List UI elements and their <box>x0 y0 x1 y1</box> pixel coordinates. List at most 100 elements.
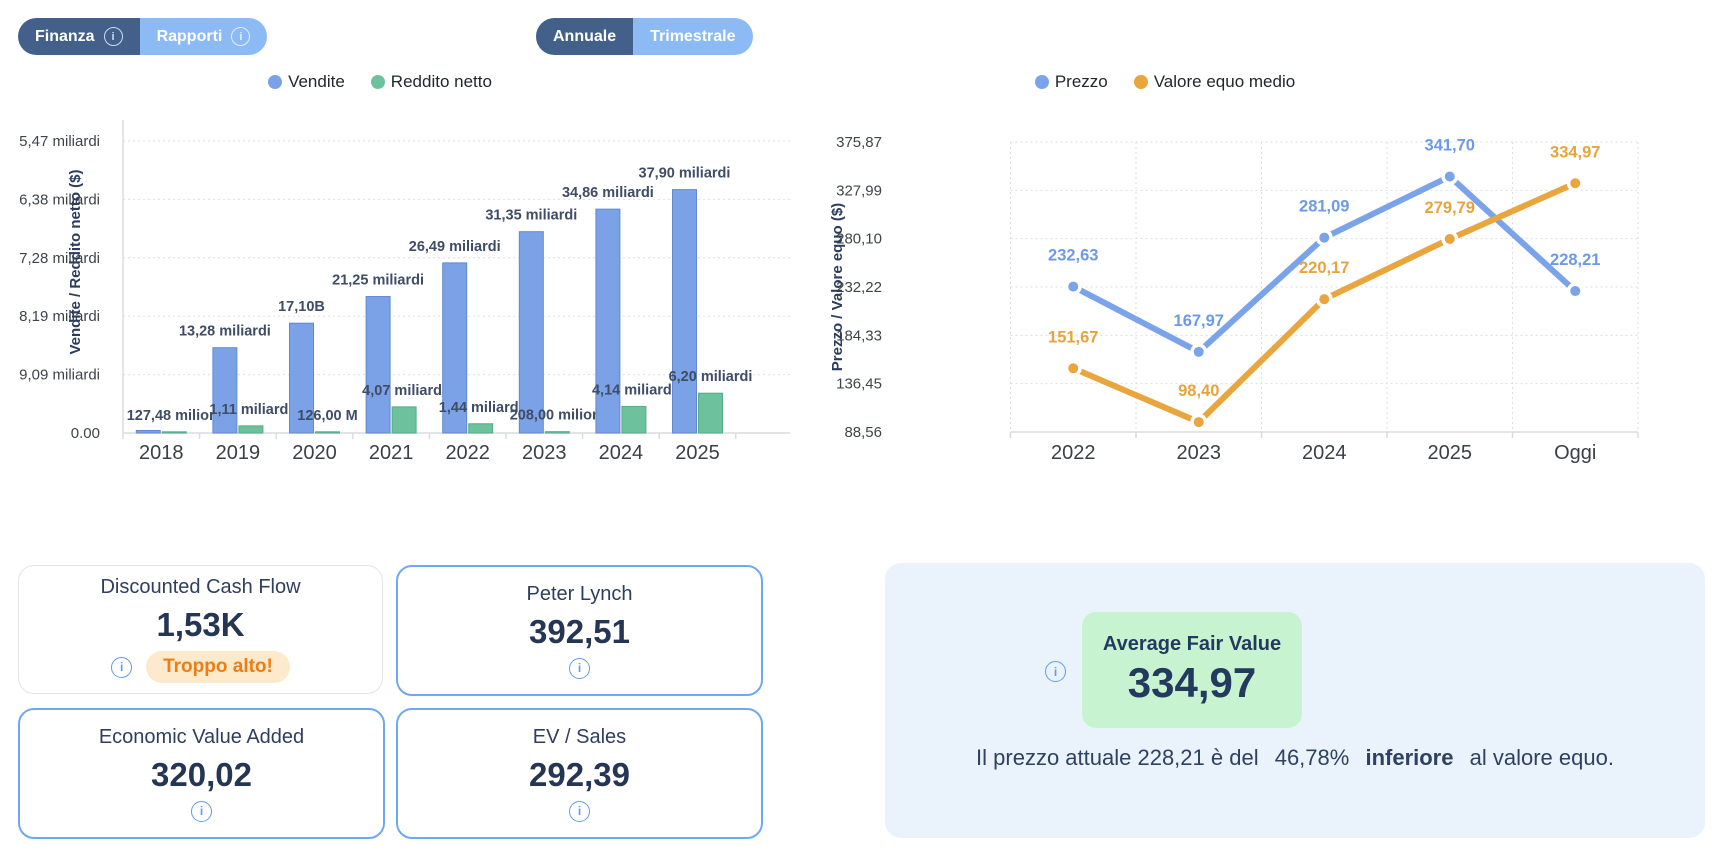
line-chart-legend: Prezzo Valore equo medio <box>820 72 1510 92</box>
legend-item-reddito-netto[interactable]: Reddito netto <box>370 72 492 92</box>
toggle-trimestrale[interactable]: Trimestrale <box>633 18 753 55</box>
card-value: 320,02 <box>151 755 252 793</box>
tab-rapporti[interactable]: Rapporti <box>139 18 268 55</box>
x-tick-label: 2025 <box>675 442 720 464</box>
legend-item-prezzo[interactable]: Prezzo <box>1034 72 1108 92</box>
vendite-value-label: 26,49 miliardi <box>409 239 501 255</box>
prezzo-point-2023[interactable] <box>1193 346 1204 357</box>
vendite-value-label: 37,90 miliardi <box>639 166 731 182</box>
y-tick-label: 232,22 <box>836 279 882 296</box>
y-tick-label: 280,10 <box>836 231 882 248</box>
bar-vendite-2025[interactable] <box>672 189 697 434</box>
prezzo-point-2024[interactable] <box>1319 232 1330 243</box>
info-icon[interactable] <box>569 800 590 822</box>
bar-reddito-2021[interactable] <box>391 406 417 434</box>
tab-rapporti-label: Rapporti <box>156 27 223 45</box>
valore-equo-value-label: 220,17 <box>1299 259 1349 277</box>
info-icon[interactable] <box>111 656 133 678</box>
fair-value-summary-sentence: Il prezzo attuale 228,21 è del 46,78% in… <box>885 745 1705 771</box>
average-fair-value-panel: Average Fair Value 334,97 Il prezzo attu… <box>885 563 1705 838</box>
bar-vendite-2024[interactable] <box>595 208 621 434</box>
prezzo-value-label: 341,70 <box>1425 136 1475 154</box>
reddito-value-label: 1,44 miliardi <box>439 400 523 416</box>
y-tick-label: 375,87 <box>836 134 882 151</box>
tab-finanza-label: Finanza <box>35 27 95 45</box>
legend-item-vendite[interactable]: Vendite <box>268 72 345 92</box>
card-title: Discounted Cash Flow <box>100 576 301 598</box>
prezzo-value-label: 228,21 <box>1550 251 1600 269</box>
info-icon[interactable] <box>191 800 212 822</box>
bar-reddito-2023[interactable] <box>544 431 570 434</box>
info-icon[interactable] <box>103 27 123 46</box>
period-toggle: Annuale Trimestrale <box>536 18 753 55</box>
y-tick-label: 184,33 <box>836 327 882 344</box>
x-tick-label: 2018 <box>139 442 184 464</box>
average-fair-value-box: Average Fair Value 334,97 <box>1082 612 1302 728</box>
x-tick-label: 2025 <box>1428 442 1473 464</box>
legend-valore-equo-label: Valore equo medio <box>1153 72 1296 91</box>
valore-equo-point-2023[interactable] <box>1193 417 1204 428</box>
card-title: EV / Sales <box>532 725 627 748</box>
card-value: 392,51 <box>529 612 630 650</box>
sentence-emphasis: inferiore <box>1365 745 1454 770</box>
prezzo-point-Oggi[interactable] <box>1570 286 1581 297</box>
x-tick-label: 2023 <box>1177 442 1222 464</box>
y-tick-label: 88,56 <box>844 424 882 441</box>
valore-equo-point-2022[interactable] <box>1068 363 1079 374</box>
valore-equo-value-label: 334,97 <box>1550 143 1600 161</box>
legend-vendite-label: Vendite <box>288 72 345 91</box>
bar-chart-legend: Vendite Reddito netto <box>0 72 760 92</box>
sentence-before: Il prezzo attuale 228,21 è del <box>976 745 1259 770</box>
valore-equo-point-2025[interactable] <box>1444 233 1455 244</box>
bar-vendite-2023[interactable] <box>518 231 544 434</box>
x-tick-label: 2024 <box>599 442 644 464</box>
info-icon[interactable] <box>569 657 590 679</box>
y-axis-title: Prezzo / Valore equo ($) <box>829 203 846 371</box>
valore-equo-point-Oggi[interactable] <box>1570 178 1581 189</box>
fair-value-box-title: Average Fair Value <box>1102 633 1282 655</box>
valore-equo-legend-dot-icon <box>1133 75 1148 89</box>
y-tick-label: 8,19 miliardi <box>19 308 100 325</box>
prezzo-value-label: 281,09 <box>1299 198 1349 216</box>
tab-finanza[interactable]: Finanza <box>18 18 140 55</box>
y-tick-label: 6,38 miliardi <box>19 191 100 208</box>
bar-vendite-2021[interactable] <box>365 296 391 434</box>
prezzo-point-2022[interactable] <box>1068 281 1079 292</box>
reddito-legend-dot-icon <box>370 75 385 89</box>
sentence-percent: 46,78% <box>1274 745 1350 770</box>
bar-reddito-2025[interactable] <box>698 392 723 434</box>
y-axis-title: Vendite / Reddito netto ($) <box>67 169 84 354</box>
reddito-value-label: 4,07 miliardi <box>362 383 446 399</box>
reddito-value-label: 6,20 miliardi <box>669 369 753 385</box>
prezzo-point-2025[interactable] <box>1444 171 1455 182</box>
bar-reddito-2020[interactable] <box>315 431 340 434</box>
x-tick-label: Oggi <box>1554 442 1596 464</box>
bar-reddito-2024[interactable] <box>621 405 647 434</box>
legend-item-valore-equo-medio[interactable]: Valore equo medio <box>1133 72 1296 92</box>
toggle-annuale[interactable]: Annuale <box>536 18 634 55</box>
reddito-value-label: 126,00 M <box>297 408 357 424</box>
bar-vendite-2019[interactable] <box>212 347 238 434</box>
reddito-value-label: 4,14 miliardi <box>592 382 676 398</box>
x-tick-label: 2022 <box>445 442 490 464</box>
info-icon[interactable] <box>231 27 251 46</box>
sales-net-income-bar-chart: 5,47 miliardi 6,38 miliardi 7,28 miliardi 8… <box>19 120 790 464</box>
bar-vendite-2022[interactable] <box>442 262 468 434</box>
legend-prezzo-label: Prezzo <box>1054 72 1108 91</box>
x-tick-label: 2022 <box>1051 442 1096 464</box>
bar-reddito-2022[interactable] <box>468 423 494 434</box>
bar-reddito-2019[interactable] <box>238 425 264 434</box>
toggle-annuale-label: Annuale <box>553 27 617 45</box>
bar-vendite-2020[interactable] <box>289 322 314 434</box>
valore-equo-value-label: 151,67 <box>1048 328 1098 346</box>
price-vs-fair-value-line-chart: 375,87 327,99 280,10 232,22 184,33 136,45 88,5… <box>829 134 1639 464</box>
prezzo-value-label: 167,97 <box>1174 312 1224 330</box>
info-icon[interactable] <box>1045 661 1066 682</box>
vendite-value-label: 31,35 miliardi <box>485 208 577 224</box>
bar-reddito-2018[interactable] <box>161 431 187 434</box>
bar-vendite-2018[interactable] <box>135 430 161 434</box>
valore-equo-point-2024[interactable] <box>1319 294 1330 305</box>
y-tick-label: 7,28 miliardi <box>19 250 100 267</box>
card-title: Peter Lynch <box>526 582 633 605</box>
